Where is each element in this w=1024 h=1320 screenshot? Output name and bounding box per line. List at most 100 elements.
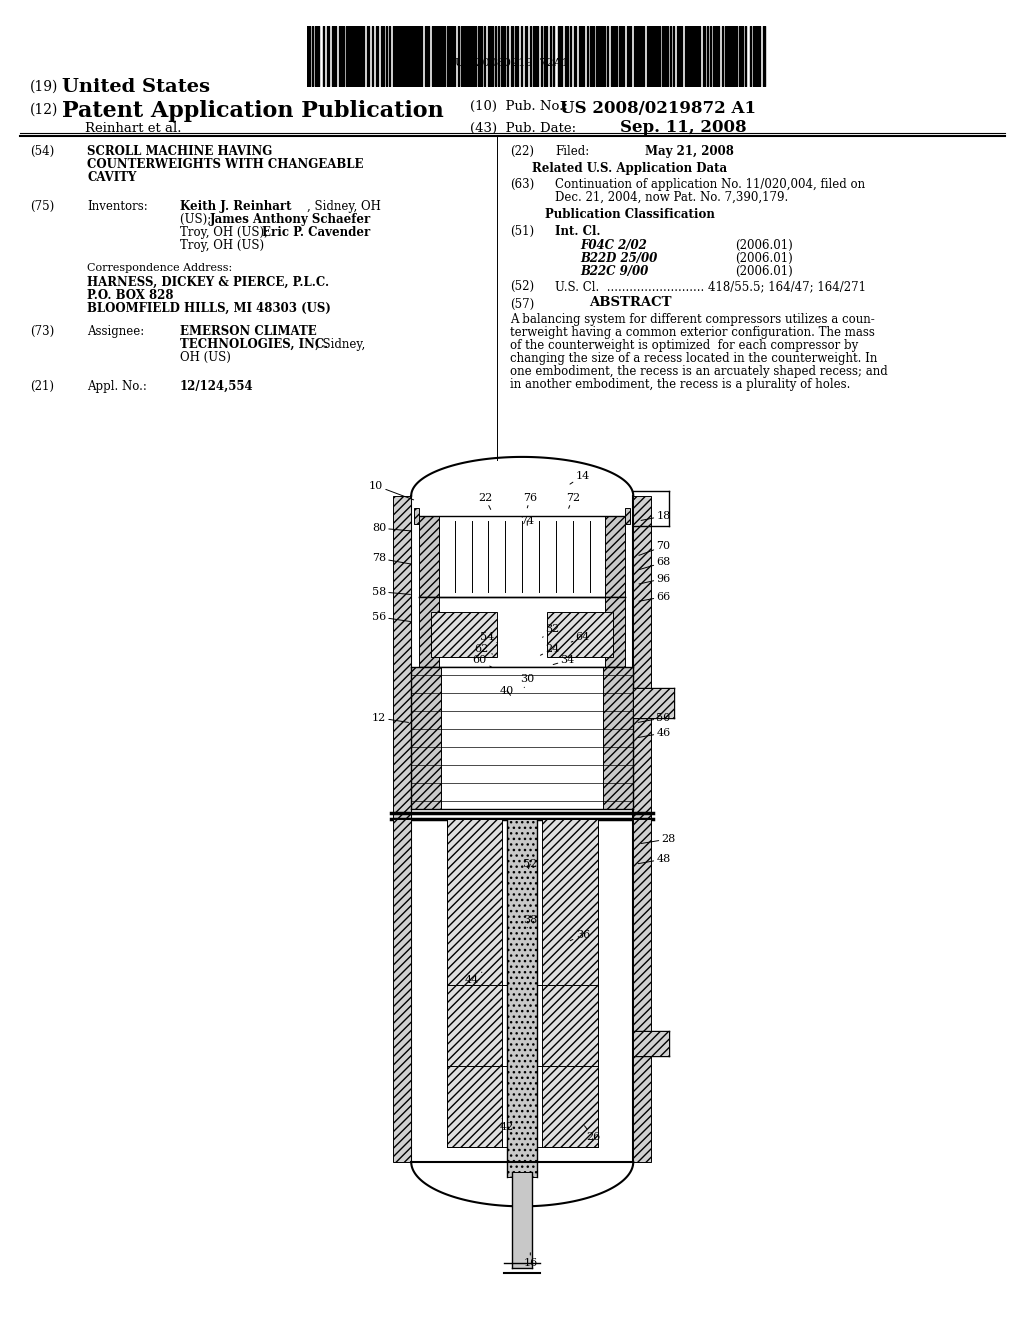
Bar bbox=[633, 1031, 669, 1056]
Text: in another embodiment, the recess is a plurality of holes.: in another embodiment, the recess is a p… bbox=[510, 378, 850, 391]
Text: SCROLL MACHINE HAVING: SCROLL MACHINE HAVING bbox=[87, 145, 272, 158]
Text: 24: 24 bbox=[541, 644, 560, 655]
Text: 62: 62 bbox=[475, 644, 493, 655]
Text: 16: 16 bbox=[523, 1253, 538, 1267]
Bar bbox=[543, 818, 598, 1147]
Text: 52: 52 bbox=[523, 859, 538, 869]
Bar bbox=[603, 668, 633, 809]
Text: of the counterweight is optimized  for each compressor by: of the counterweight is optimized for ea… bbox=[510, 339, 858, 352]
Text: COUNTERWEIGHTS WITH CHANGEABLE: COUNTERWEIGHTS WITH CHANGEABLE bbox=[87, 158, 364, 172]
Bar bbox=[431, 612, 497, 657]
Text: Troy, OH (US);: Troy, OH (US); bbox=[180, 226, 272, 239]
Text: Sep. 11, 2008: Sep. 11, 2008 bbox=[620, 119, 746, 136]
Text: (43)  Pub. Date:: (43) Pub. Date: bbox=[470, 121, 577, 135]
Bar bbox=[512, 1172, 532, 1269]
Text: (63): (63) bbox=[510, 178, 535, 191]
Text: (22): (22) bbox=[510, 145, 534, 158]
Text: 66: 66 bbox=[639, 591, 671, 602]
Text: Patent Application Publication: Patent Application Publication bbox=[62, 100, 443, 121]
Text: Filed:: Filed: bbox=[555, 145, 589, 158]
Text: 50: 50 bbox=[638, 713, 671, 723]
Text: Publication Classification: Publication Classification bbox=[545, 209, 715, 220]
Text: B22D 25/00: B22D 25/00 bbox=[580, 252, 657, 265]
Text: 42: 42 bbox=[500, 1118, 514, 1131]
Text: (57): (57) bbox=[510, 298, 535, 312]
Bar bbox=[548, 612, 613, 657]
Text: 74: 74 bbox=[520, 516, 535, 525]
Text: P.O. BOX 828: P.O. BOX 828 bbox=[87, 289, 173, 302]
Bar bbox=[626, 508, 630, 524]
Text: 58: 58 bbox=[372, 586, 411, 597]
Bar bbox=[446, 818, 502, 1147]
Text: , Sidney,: , Sidney, bbox=[315, 338, 366, 351]
Text: 76: 76 bbox=[523, 492, 538, 508]
Text: terweight having a common exterior configuration. The mass: terweight having a common exterior confi… bbox=[510, 326, 874, 339]
Text: 44: 44 bbox=[465, 972, 482, 985]
Text: (73): (73) bbox=[30, 325, 54, 338]
Text: 26: 26 bbox=[585, 1126, 600, 1142]
Text: Troy, OH (US): Troy, OH (US) bbox=[180, 239, 264, 252]
Bar bbox=[633, 496, 651, 818]
Text: Continuation of application No. 11/020,004, filed on: Continuation of application No. 11/020,0… bbox=[555, 178, 865, 191]
Bar bbox=[419, 597, 439, 668]
Text: James Anthony Schaefer: James Anthony Schaefer bbox=[210, 213, 372, 226]
Text: 68: 68 bbox=[639, 557, 671, 570]
Text: 40: 40 bbox=[500, 685, 514, 696]
Text: OH (US): OH (US) bbox=[180, 351, 230, 364]
Text: Eric P. Cavender: Eric P. Cavender bbox=[262, 226, 371, 239]
Text: (10)  Pub. No.:: (10) Pub. No.: bbox=[470, 100, 577, 114]
Text: 32: 32 bbox=[543, 624, 560, 638]
Text: 46: 46 bbox=[638, 727, 671, 738]
Text: 12: 12 bbox=[372, 713, 409, 723]
Text: (12): (12) bbox=[30, 103, 58, 117]
Text: 10: 10 bbox=[369, 480, 414, 500]
Text: 80: 80 bbox=[372, 523, 411, 533]
Text: U.S. Cl.  .......................... 418/55.5; 164/47; 164/271: U.S. Cl. .......................... 418/… bbox=[555, 280, 866, 293]
Bar bbox=[441, 668, 603, 809]
Text: changing the size of a recess located in the counterweight. In: changing the size of a recess located in… bbox=[510, 352, 878, 366]
Text: (2006.01): (2006.01) bbox=[735, 252, 793, 265]
Text: 60: 60 bbox=[473, 655, 492, 668]
Text: Dec. 21, 2004, now Pat. No. 7,390,179.: Dec. 21, 2004, now Pat. No. 7,390,179. bbox=[555, 191, 788, 205]
Text: (51): (51) bbox=[510, 224, 535, 238]
Text: Reinhart et al.: Reinhart et al. bbox=[85, 121, 181, 135]
Text: 14: 14 bbox=[570, 471, 590, 484]
Text: TECHNOLOGIES, INC.: TECHNOLOGIES, INC. bbox=[180, 338, 328, 351]
Text: 56: 56 bbox=[372, 612, 411, 622]
Text: F04C 2/02: F04C 2/02 bbox=[580, 239, 647, 252]
Text: 34: 34 bbox=[553, 655, 574, 665]
Text: (75): (75) bbox=[30, 201, 54, 213]
Text: 36: 36 bbox=[570, 929, 590, 941]
Bar bbox=[633, 818, 651, 1162]
Bar bbox=[412, 668, 441, 809]
Text: 64: 64 bbox=[571, 632, 590, 642]
Text: CAVITY: CAVITY bbox=[87, 172, 136, 183]
Text: ABSTRACT: ABSTRACT bbox=[589, 296, 672, 309]
Text: 38: 38 bbox=[523, 915, 538, 928]
Text: one embodiment, the recess is an arcuately shaped recess; and: one embodiment, the recess is an arcuate… bbox=[510, 366, 888, 378]
Text: (2006.01): (2006.01) bbox=[735, 265, 793, 279]
Bar bbox=[393, 496, 412, 818]
Bar bbox=[507, 818, 538, 1177]
Bar bbox=[419, 516, 439, 597]
Text: 28: 28 bbox=[641, 834, 676, 843]
Text: 96: 96 bbox=[639, 573, 671, 583]
Text: (52): (52) bbox=[510, 280, 535, 293]
Text: Assignee:: Assignee: bbox=[87, 325, 144, 338]
Text: B22C 9/00: B22C 9/00 bbox=[580, 265, 648, 279]
Bar bbox=[415, 508, 419, 524]
Text: 78: 78 bbox=[372, 553, 411, 564]
Bar bbox=[605, 597, 626, 668]
Text: 30: 30 bbox=[520, 675, 535, 688]
Text: United States: United States bbox=[62, 78, 210, 96]
Text: 54: 54 bbox=[480, 632, 498, 643]
Text: HARNESS, DICKEY & PIERCE, P.L.C.: HARNESS, DICKEY & PIERCE, P.L.C. bbox=[87, 276, 329, 289]
Text: Related U.S. Application Data: Related U.S. Application Data bbox=[532, 162, 728, 176]
Text: EMERSON CLIMATE: EMERSON CLIMATE bbox=[180, 325, 316, 338]
Text: (19): (19) bbox=[30, 81, 58, 94]
Text: Inventors:: Inventors: bbox=[87, 201, 147, 213]
Text: US 20080219872A1: US 20080219872A1 bbox=[455, 58, 569, 69]
Text: Keith J. Reinhart: Keith J. Reinhart bbox=[180, 201, 292, 213]
Text: 70: 70 bbox=[639, 541, 671, 556]
Text: 12/124,554: 12/124,554 bbox=[180, 380, 254, 393]
